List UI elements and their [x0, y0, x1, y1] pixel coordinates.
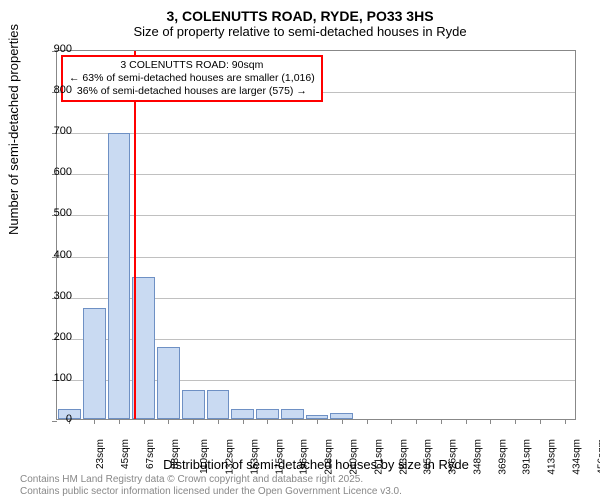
- x-tick-mark: [515, 419, 516, 424]
- y-tick-label: 0: [42, 413, 72, 425]
- x-tick-label: 175sqm: [274, 439, 285, 475]
- x-tick-label: 153sqm: [250, 439, 261, 475]
- x-tick-label: 391sqm: [522, 439, 533, 475]
- bar: [182, 390, 205, 419]
- bar: [231, 409, 254, 419]
- x-tick-label: 132sqm: [225, 439, 236, 475]
- x-tick-mark: [490, 419, 491, 424]
- y-tick-label: 200: [42, 331, 72, 343]
- chart-container: 3, COLENUTTS ROAD, RYDE, PO33 3HS Size o…: [0, 0, 600, 500]
- x-tick-mark: [218, 419, 219, 424]
- bar: [83, 308, 106, 419]
- x-tick-label: 456sqm: [596, 439, 600, 475]
- x-tick-mark: [168, 419, 169, 424]
- x-tick-label: 369sqm: [497, 439, 508, 475]
- y-tick-label: 400: [42, 249, 72, 261]
- bar: [256, 409, 279, 419]
- x-tick-label: 283sqm: [398, 439, 409, 475]
- x-tick-mark: [193, 419, 194, 424]
- x-tick-label: 110sqm: [199, 439, 210, 474]
- annotation-box: 3 COLENUTTS ROAD: 90sqm← 63% of semi-det…: [61, 55, 323, 102]
- x-tick-mark: [441, 419, 442, 424]
- x-tick-label: 45sqm: [120, 439, 131, 469]
- annotation-line2: ← 63% of semi-detached houses are smalle…: [69, 72, 315, 85]
- x-tick-label: 88sqm: [170, 439, 181, 469]
- chart-title: 3, COLENUTTS ROAD, RYDE, PO33 3HS: [0, 0, 600, 24]
- x-tick-label: 67sqm: [145, 439, 156, 469]
- y-tick-label: 500: [42, 207, 72, 219]
- x-tick-mark: [94, 419, 95, 424]
- x-tick-mark: [144, 419, 145, 424]
- footer-line2: Contains public sector information licen…: [20, 486, 402, 498]
- annotation-line3: 36% of semi-detached houses are larger (…: [69, 85, 315, 98]
- y-tick-label: 600: [42, 166, 72, 178]
- x-tick-label: 326sqm: [448, 439, 459, 475]
- x-tick-label: 348sqm: [472, 439, 483, 475]
- footer-text: Contains HM Land Registry data © Crown c…: [20, 474, 402, 498]
- plot-area: 3 COLENUTTS ROAD: 90sqm← 63% of semi-det…: [56, 50, 576, 420]
- y-tick-label: 900: [42, 43, 72, 55]
- x-tick-mark: [540, 419, 541, 424]
- y-tick-label: 700: [42, 125, 72, 137]
- x-tick-mark: [367, 419, 368, 424]
- x-tick-mark: [267, 419, 268, 424]
- y-tick-label: 300: [42, 290, 72, 302]
- chart-subtitle: Size of property relative to semi-detach…: [0, 24, 600, 45]
- y-tick-label: 100: [42, 372, 72, 384]
- marker-line: [134, 51, 136, 419]
- x-tick-label: 413sqm: [547, 439, 558, 475]
- x-tick-label: 305sqm: [423, 439, 434, 475]
- x-tick-mark: [416, 419, 417, 424]
- x-tick-mark: [391, 419, 392, 424]
- y-axis-label: Number of semi-detached properties: [6, 24, 21, 235]
- x-tick-label: 261sqm: [373, 439, 384, 475]
- annotation-line1: 3 COLENUTTS ROAD: 90sqm: [69, 59, 315, 72]
- y-tick-label: 800: [42, 84, 72, 96]
- x-tick-label: 218sqm: [324, 439, 335, 475]
- x-tick-mark: [342, 419, 343, 424]
- bar: [108, 133, 131, 419]
- bar: [281, 409, 304, 419]
- x-tick-mark: [119, 419, 120, 424]
- x-tick-mark: [466, 419, 467, 424]
- footer-line1: Contains HM Land Registry data © Crown c…: [20, 474, 402, 486]
- bar: [157, 347, 180, 419]
- x-tick-mark: [317, 419, 318, 424]
- bar: [207, 390, 230, 419]
- x-tick-label: 23sqm: [95, 439, 106, 469]
- x-tick-mark: [243, 419, 244, 424]
- x-tick-mark: [292, 419, 293, 424]
- x-tick-label: 434sqm: [571, 439, 582, 475]
- x-tick-label: 196sqm: [299, 439, 310, 475]
- x-tick-mark: [565, 419, 566, 424]
- x-tick-label: 240sqm: [349, 439, 360, 475]
